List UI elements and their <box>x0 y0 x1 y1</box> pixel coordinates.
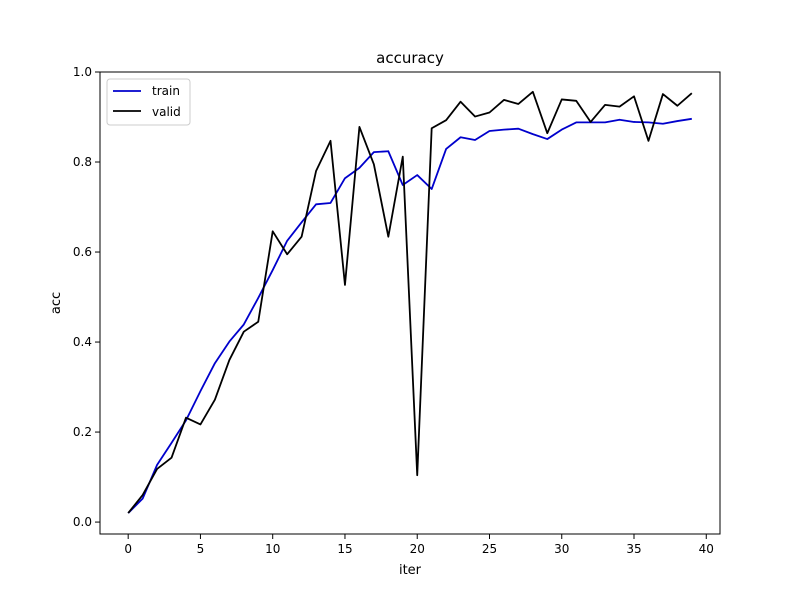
y-tick-label: 1.0 <box>73 65 92 79</box>
x-tick-label: 40 <box>699 542 714 556</box>
chart-title: accuracy <box>376 49 444 67</box>
x-tick-label: 15 <box>337 542 352 556</box>
x-axis-label: iter <box>399 563 422 578</box>
legend-label-valid: valid <box>152 105 181 119</box>
x-tick-label: 30 <box>554 542 569 556</box>
y-tick-label: 0.2 <box>73 425 92 439</box>
x-tick-label: 35 <box>626 542 641 556</box>
series-line-train <box>127 117 692 514</box>
plot-frame <box>99 71 721 535</box>
x-tick-label: 0 <box>124 542 132 556</box>
series-line-valid <box>127 90 693 514</box>
series-lines <box>127 90 693 514</box>
legend-label-train: train <box>152 84 180 98</box>
y-tick-label: 0.4 <box>73 335 92 349</box>
x-tick-label: 5 <box>197 542 205 556</box>
x-tick-label: 25 <box>482 542 497 556</box>
x-tick-label: 20 <box>410 542 425 556</box>
y-tick-label: 0.8 <box>73 155 92 169</box>
axis-ticks: 0 5 10 15 20 25 30 35 40 0.0 0.2 0.4 0.6 0.8 1.0 <box>73 65 714 556</box>
y-tick-label: 0.6 <box>73 245 92 259</box>
y-axis-label: acc <box>49 292 64 314</box>
y-tick-label: 0.0 <box>73 515 92 529</box>
legend: train valid <box>106 78 191 126</box>
x-tick-label: 10 <box>265 542 280 556</box>
